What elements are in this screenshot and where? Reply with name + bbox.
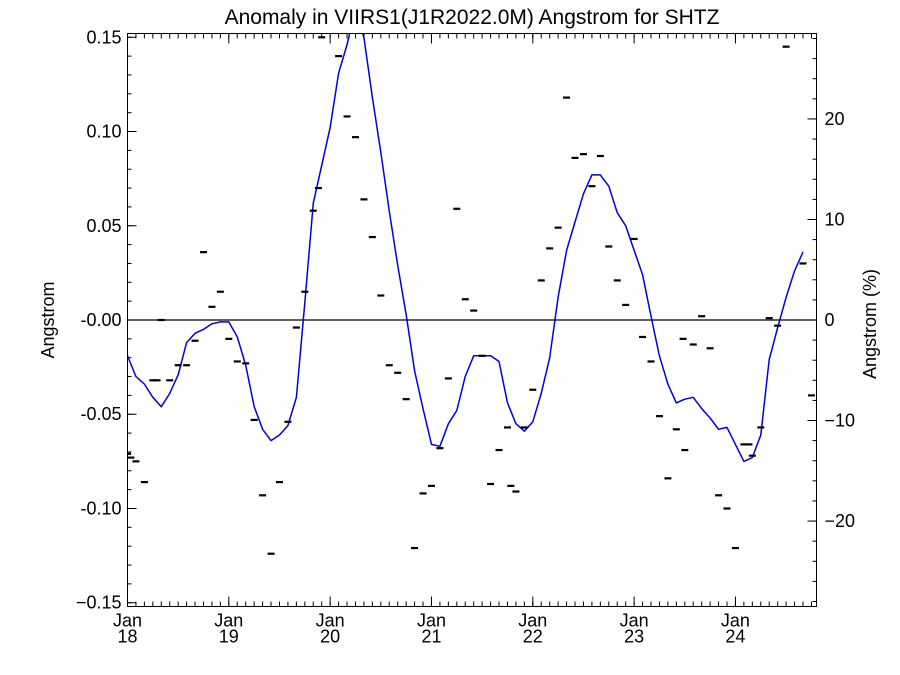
y2-tick-label: −20: [825, 511, 856, 531]
x-tick-year: 20: [320, 627, 340, 647]
x-tick-year: 22: [523, 627, 543, 647]
axis-layer: 0.15 0.10 0.05 -0.00 -0.05 -0.10 −0.15 20 10 0 −10…: [76, 27, 855, 646]
x-tick-year: 21: [421, 627, 441, 647]
x-tick-month: Jan: [518, 611, 547, 631]
y-tick-label: -0.10: [80, 498, 121, 518]
x-tick-month: Jan: [721, 611, 750, 631]
x-tick-year: 18: [117, 627, 137, 647]
chart-title: Anomaly in VIIRS1(J1R2022.0M) Angstrom f…: [225, 6, 720, 29]
x-tick-year: 24: [725, 627, 745, 647]
x-tick-month: Jan: [214, 611, 243, 631]
x-tick-month: Jan: [316, 611, 345, 631]
data-layer: [127, 33, 815, 555]
y-tick-label: 0.15: [86, 27, 121, 47]
x-tick-month: Jan: [417, 611, 446, 631]
y-axis-label: Angstrom: [38, 281, 58, 358]
y2-tick-label: −10: [825, 411, 856, 431]
smoothed-anomaly-line: [127, 33, 804, 463]
x-tick-month: Jan: [113, 611, 142, 631]
y2-tick-label: 0: [825, 310, 835, 330]
x-tick-month: Jan: [620, 611, 649, 631]
y-tick-label: −0.15: [76, 593, 122, 613]
y2-tick-label: 10: [825, 209, 845, 229]
y-tick-label: 0.10: [86, 122, 121, 142]
x-tick-year: 23: [624, 627, 644, 647]
x-tick-year: 19: [219, 627, 239, 647]
y-tick-label: -0.00: [80, 310, 121, 330]
y-tick-label: -0.05: [80, 404, 121, 424]
y-tick-label: 0.05: [86, 216, 121, 236]
y2-tick-label: 20: [825, 109, 845, 129]
y2-axis-label: Angstrom (%): [860, 269, 880, 379]
